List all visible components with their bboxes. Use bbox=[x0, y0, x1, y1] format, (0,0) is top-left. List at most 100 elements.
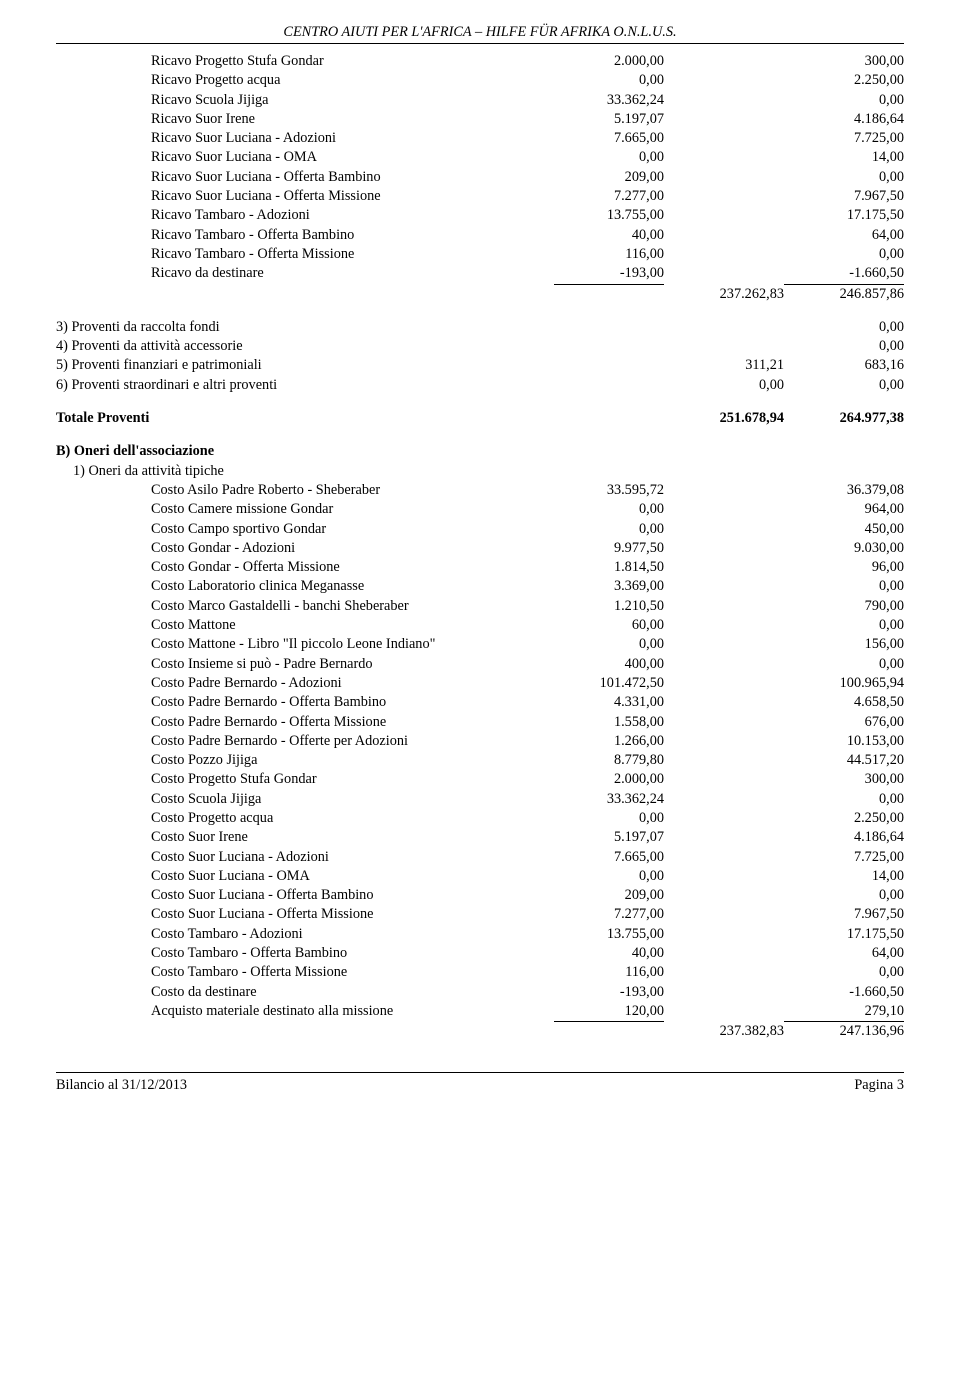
row-col-c: 17.175,50 bbox=[784, 206, 904, 225]
row-col-c: -1.660,50 bbox=[784, 983, 904, 1002]
footer-left: Bilancio al 31/12/2013 bbox=[56, 1077, 187, 1094]
table-row: Costo Gondar - Offerta Missione1.814,509… bbox=[56, 558, 904, 577]
row-label: Costo Tambaro - Offerta Bambino bbox=[151, 944, 554, 963]
row-col-c: 279,10 bbox=[784, 1002, 904, 1022]
row-label: Ricavo da destinare bbox=[151, 264, 554, 283]
table-row: Ricavo da destinare-193,00-1.660,50 bbox=[56, 264, 904, 284]
row-label: Acquisto materiale destinato alla missio… bbox=[151, 1002, 554, 1021]
row-col-a: 33.362,24 bbox=[554, 91, 664, 110]
table-row: Costo Insieme si può - Padre Bernardo400… bbox=[56, 655, 904, 674]
row-col-a: 0,00 bbox=[554, 520, 664, 539]
row-col-a: 209,00 bbox=[554, 886, 664, 905]
row-col-c: 0,00 bbox=[784, 963, 904, 982]
row-label: 5) Proventi finanziari e patrimoniali bbox=[56, 356, 554, 375]
spacer bbox=[56, 428, 904, 442]
table-row: Costo Padre Bernardo - Offerte per Adozi… bbox=[56, 732, 904, 751]
row-col-a: 5.197,07 bbox=[554, 110, 664, 129]
row-label: Ricavo Suor Luciana - Offerta Bambino bbox=[151, 168, 554, 187]
row-col-a: 7.665,00 bbox=[554, 129, 664, 148]
row-label: Ricavo Suor Luciana - Offerta Missione bbox=[151, 187, 554, 206]
row-col-a: 0,00 bbox=[554, 809, 664, 828]
row-col-c: 300,00 bbox=[784, 770, 904, 789]
table-row: Costo Mattone60,000,00 bbox=[56, 616, 904, 635]
row-label: 6) Proventi straordinari e altri provent… bbox=[56, 376, 554, 395]
row-label: Costo Padre Bernardo - Adozioni bbox=[151, 674, 554, 693]
row-label: Ricavo Progetto Stufa Gondar bbox=[151, 52, 554, 71]
row-col-a: 116,00 bbox=[554, 245, 664, 264]
row-col-a: 4.331,00 bbox=[554, 693, 664, 712]
row-label: Costo Suor Luciana - Adozioni bbox=[151, 848, 554, 867]
row-col-c: 676,00 bbox=[784, 713, 904, 732]
row-col-c: 156,00 bbox=[784, 635, 904, 654]
row-col-a: 40,00 bbox=[554, 944, 664, 963]
row-label: Ricavo Tambaro - Offerta Missione bbox=[151, 245, 554, 264]
row-col-a: 400,00 bbox=[554, 655, 664, 674]
table-row: 6) Proventi straordinari e altri provent… bbox=[56, 376, 904, 395]
table-row: Ricavo Suor Luciana - Adozioni7.665,007.… bbox=[56, 129, 904, 148]
row-label: Costo Padre Bernardo - Offerta Missione bbox=[151, 713, 554, 732]
row-label: 3) Proventi da raccolta fondi bbox=[56, 318, 554, 337]
row-col-c: 450,00 bbox=[784, 520, 904, 539]
row-col-a: 13.755,00 bbox=[554, 206, 664, 225]
row-col-c: 10.153,00 bbox=[784, 732, 904, 751]
row-label: Costo Gondar - Adozioni bbox=[151, 539, 554, 558]
row-label: Ricavo Tambaro - Adozioni bbox=[151, 206, 554, 225]
row-col-c: 790,00 bbox=[784, 597, 904, 616]
ricavi-subtotal: 237.262,83 246.857,86 bbox=[56, 285, 904, 304]
row-label: Costo Padre Bernardo - Offerta Bambino bbox=[151, 693, 554, 712]
row-col-a: 1.814,50 bbox=[554, 558, 664, 577]
table-row: 5) Proventi finanziari e patrimoniali311… bbox=[56, 356, 904, 375]
table-row: Costo Laboratorio clinica Meganasse3.369… bbox=[56, 577, 904, 596]
table-row: Costo Camere missione Gondar0,00964,00 bbox=[56, 500, 904, 519]
table-row: Ricavo Tambaro - Offerta Missione116,000… bbox=[56, 245, 904, 264]
table-row: 3) Proventi da raccolta fondi 0,00 bbox=[56, 318, 904, 337]
row-col-a: 60,00 bbox=[554, 616, 664, 635]
table-row: Ricavo Scuola Jijiga33.362,240,00 bbox=[56, 91, 904, 110]
row-col-c: 64,00 bbox=[784, 226, 904, 245]
page-footer: Bilancio al 31/12/2013 Pagina 3 bbox=[56, 1072, 904, 1094]
row-col-c: 14,00 bbox=[784, 867, 904, 886]
totale-proventi-label: Totale Proventi bbox=[56, 409, 554, 428]
row-col-c: 4.658,50 bbox=[784, 693, 904, 712]
table-row: Costo Asilo Padre Roberto - Sheberaber33… bbox=[56, 481, 904, 500]
row-col-a: 1.558,00 bbox=[554, 713, 664, 732]
table-row: Costo Tambaro - Offerta Bambino40,0064,0… bbox=[56, 944, 904, 963]
row-col-c: 683,16 bbox=[784, 356, 904, 375]
table-row: Ricavo Suor Luciana - OMA0,0014,00 bbox=[56, 148, 904, 167]
table-row: Acquisto materiale destinato alla missio… bbox=[56, 1002, 904, 1022]
row-label: Costo Progetto Stufa Gondar bbox=[151, 770, 554, 789]
table-row: Ricavo Progetto Stufa Gondar2.000,00300,… bbox=[56, 52, 904, 71]
row-col-c: 0,00 bbox=[784, 318, 904, 337]
row-col-c: 0,00 bbox=[784, 91, 904, 110]
row-label: Costo Suor Luciana - Offerta Bambino bbox=[151, 886, 554, 905]
row-col-c: 96,00 bbox=[784, 558, 904, 577]
row-label: Costo Tambaro - Adozioni bbox=[151, 925, 554, 944]
table-row: 4) Proventi da attività accessorie0,00 bbox=[56, 337, 904, 356]
page-header: CENTRO AIUTI PER L'AFRICA – HILFE FÜR AF… bbox=[56, 24, 904, 44]
table-row: Costo Padre Bernardo - Adozioni101.472,5… bbox=[56, 674, 904, 693]
row-col-a: 5.197,07 bbox=[554, 828, 664, 847]
section-b-sub-label: 1) Oneri da attività tipiche bbox=[73, 462, 904, 481]
row-label: Ricavo Suor Irene bbox=[151, 110, 554, 129]
row-label: Costo Laboratorio clinica Meganasse bbox=[151, 577, 554, 596]
row-col-c: 7.967,50 bbox=[784, 905, 904, 924]
table-row: Costo Scuola Jijiga33.362,240,00 bbox=[56, 790, 904, 809]
oneri-subtotal-c: 247.136,96 bbox=[784, 1022, 904, 1041]
row-label: Ricavo Suor Luciana - Adozioni bbox=[151, 129, 554, 148]
oneri-subtotal: 237.382,83 247.136,96 bbox=[56, 1022, 904, 1041]
table-row: Costo Campo sportivo Gondar0,00450,00 bbox=[56, 520, 904, 539]
table-row: Ricavo Tambaro - Adozioni13.755,00 17.175… bbox=[56, 206, 904, 225]
row-col-c: 44.517,20 bbox=[784, 751, 904, 770]
page-content: CENTRO AIUTI PER L'AFRICA – HILFE FÜR AF… bbox=[0, 0, 960, 1118]
row-col-a: -193,00 bbox=[554, 264, 664, 284]
row-col-a: 0,00 bbox=[554, 500, 664, 519]
row-col-a: 116,00 bbox=[554, 963, 664, 982]
row-label: Costo Pozzo Jijiga bbox=[151, 751, 554, 770]
table-row: Costo Pozzo Jijiga8.779,8044.517,20 bbox=[56, 751, 904, 770]
oneri-subtotal-b: 237.382,83 bbox=[664, 1022, 784, 1041]
row-col-a: 1.266,00 bbox=[554, 732, 664, 751]
row-label: 4) Proventi da attività accessorie bbox=[56, 337, 554, 356]
row-col-c: 4.186,64 bbox=[784, 828, 904, 847]
row-col-a: 0,00 bbox=[554, 635, 664, 654]
row-label: Costo Suor Luciana - Offerta Missione bbox=[151, 905, 554, 924]
